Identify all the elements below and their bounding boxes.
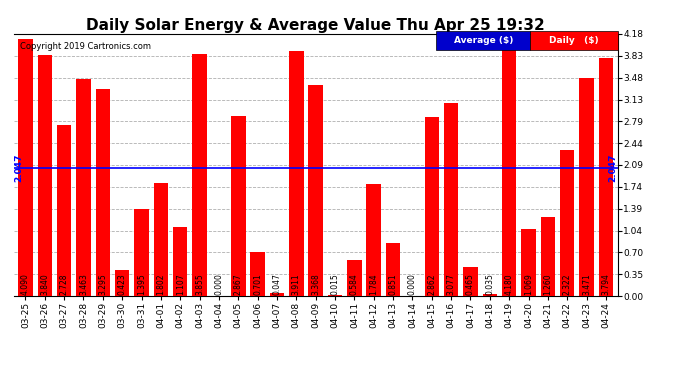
Bar <box>154 183 168 296</box>
Text: 0.701: 0.701 <box>253 273 262 295</box>
Text: 1.107: 1.107 <box>176 273 185 295</box>
Text: 1.069: 1.069 <box>524 273 533 295</box>
Text: 1.260: 1.260 <box>544 273 553 295</box>
Text: 3.794: 3.794 <box>602 273 611 295</box>
Text: 0.015: 0.015 <box>331 273 339 295</box>
Text: 3.463: 3.463 <box>79 273 88 295</box>
Bar <box>18 39 32 296</box>
Bar <box>57 125 71 296</box>
Text: 3.471: 3.471 <box>582 273 591 295</box>
Bar <box>599 58 613 296</box>
Bar <box>386 243 400 296</box>
Bar <box>463 267 477 296</box>
Text: 4.090: 4.090 <box>21 273 30 295</box>
Text: 1.784: 1.784 <box>369 273 378 295</box>
Text: Copyright 2019 Cartronics.com: Copyright 2019 Cartronics.com <box>20 42 151 51</box>
Bar <box>95 89 110 296</box>
Title: Daily Solar Energy & Average Value Thu Apr 25 19:32: Daily Solar Energy & Average Value Thu A… <box>86 18 545 33</box>
Text: 0.000: 0.000 <box>215 273 224 295</box>
Text: 0.000: 0.000 <box>408 273 417 295</box>
Text: 2.728: 2.728 <box>59 273 68 295</box>
Text: 2.047: 2.047 <box>608 153 617 182</box>
Bar <box>289 51 304 296</box>
Bar <box>347 260 362 296</box>
Bar <box>482 294 497 296</box>
Bar <box>541 217 555 296</box>
Bar <box>328 295 342 296</box>
Text: 3.840: 3.840 <box>40 273 49 295</box>
Text: 2.862: 2.862 <box>427 273 436 295</box>
Bar <box>580 78 594 296</box>
FancyBboxPatch shape <box>437 31 530 50</box>
Text: 2.322: 2.322 <box>563 273 572 295</box>
Bar <box>308 85 323 296</box>
Text: 2.867: 2.867 <box>234 273 243 295</box>
Bar <box>115 270 130 296</box>
Bar <box>270 293 284 296</box>
Text: Daily   ($): Daily ($) <box>549 36 599 45</box>
Text: 2.047: 2.047 <box>14 153 23 182</box>
Text: 3.911: 3.911 <box>292 273 301 295</box>
Text: 3.368: 3.368 <box>311 273 320 295</box>
Text: 4.180: 4.180 <box>504 273 513 295</box>
Bar <box>502 34 516 296</box>
Text: 1.395: 1.395 <box>137 273 146 295</box>
Bar <box>424 117 439 296</box>
Bar <box>173 227 188 296</box>
Text: 0.851: 0.851 <box>388 273 397 295</box>
FancyBboxPatch shape <box>530 31 618 50</box>
Bar <box>231 116 246 296</box>
Bar <box>135 209 149 296</box>
Bar <box>193 54 207 296</box>
Text: 0.035: 0.035 <box>485 273 494 295</box>
Text: 0.047: 0.047 <box>273 273 282 295</box>
Text: 0.584: 0.584 <box>350 273 359 295</box>
Text: 3.295: 3.295 <box>98 273 108 295</box>
Bar <box>76 79 90 296</box>
Bar <box>444 103 458 296</box>
Text: 0.423: 0.423 <box>118 273 127 295</box>
Bar <box>521 229 536 296</box>
Text: 0.465: 0.465 <box>466 273 475 295</box>
Text: 1.802: 1.802 <box>157 273 166 295</box>
Bar <box>366 184 381 296</box>
Text: 3.855: 3.855 <box>195 273 204 295</box>
Bar <box>250 252 265 296</box>
Text: 3.077: 3.077 <box>446 273 455 295</box>
Bar <box>37 55 52 296</box>
Text: Average ($): Average ($) <box>453 36 513 45</box>
Bar <box>560 150 575 296</box>
